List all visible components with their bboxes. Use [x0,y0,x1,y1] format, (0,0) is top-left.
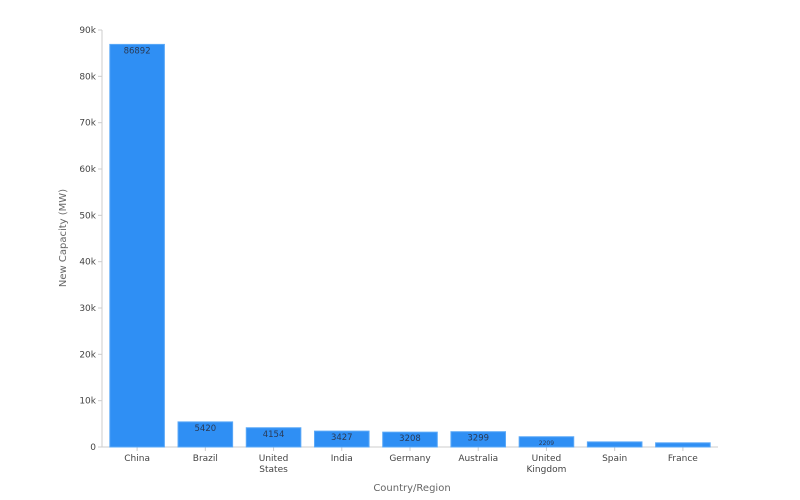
bar [450,431,507,448]
x-tick-label: United Kingdom [527,454,567,475]
y-tick-label: 40k [79,258,96,268]
x-tick-label: Brazil [193,454,218,464]
x-tick-label: Germany [389,454,431,464]
y-tick-label: 70k [79,119,96,129]
bar [313,430,370,448]
bar [655,442,711,448]
bar-value-label: 3208 [399,434,421,444]
y-tick-label: 80k [79,72,96,82]
y-tick-label: 10k [79,397,96,407]
y-tick-label: 90k [79,26,96,36]
bar-value-label: 3299 [467,434,489,444]
bar-value-label: 2209 [539,440,554,447]
x-tick-label: China [124,454,150,464]
bar-labels-group: 86892 5420 4154 3427 3208 3299 2209 [124,46,555,447]
bars-group [109,43,711,448]
x-tick-label: France [668,454,698,464]
y-tick-label: 30k [79,304,96,314]
x-tick-label: United States [259,454,289,475]
x-tick-label: India [331,454,353,464]
bar-value-label: 5420 [195,424,217,434]
x-tick-label: Australia [458,454,498,464]
y-tick-label: 20k [79,350,96,360]
y-tick-label: 0 [90,443,96,453]
bar [586,441,643,448]
y-tick-label: 60k [79,165,96,175]
y-tick-label: 50k [79,211,96,221]
bar [518,436,575,448]
x-axis: China Brazil United States India Germany Austr… [102,446,718,475]
bar-value-label: 3427 [331,433,353,443]
bar-value-label: 86892 [124,46,151,56]
x-axis-title: Country/Region [373,483,450,494]
y-axis-title: New Capacity (MW) [58,189,69,287]
bar-value-label: 4154 [263,430,285,440]
bar [109,43,165,448]
x-tick-label: Spain [602,454,627,464]
bar [245,427,302,448]
y-axis: 0 10k 20k 30k 40k 50k 60k 70k 80k 90k [79,26,103,453]
bar [382,431,438,448]
bar [177,421,234,448]
